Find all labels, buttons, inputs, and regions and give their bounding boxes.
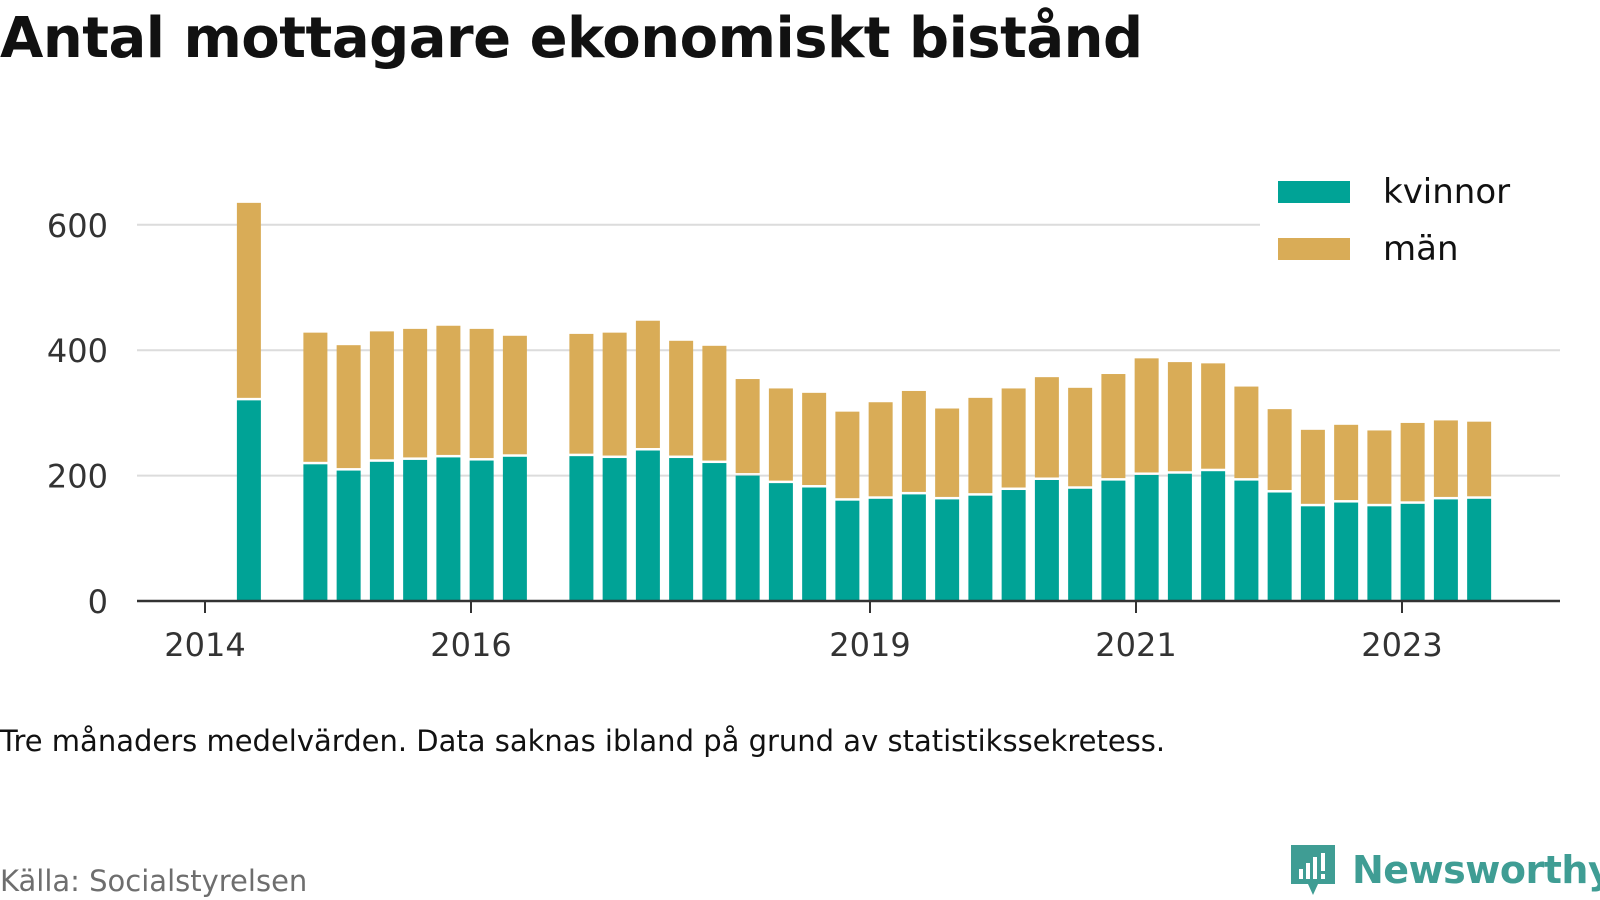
y-tick-label-200: 200 — [47, 458, 108, 496]
bar-man-21 — [1001, 388, 1026, 488]
bar-kvinnor-6 — [469, 460, 494, 601]
bar-man-27 — [1201, 363, 1226, 469]
bar-kvinnor-13 — [735, 475, 760, 601]
bar-kvinnor-3 — [369, 461, 394, 601]
bar-kvinnor-24 — [1101, 480, 1126, 601]
bar-kvinnor-5 — [436, 457, 461, 601]
bar-man-4 — [403, 328, 428, 458]
bar-man-15 — [802, 392, 827, 486]
bar-kvinnor-0 — [236, 400, 261, 601]
bar-man-31 — [1334, 424, 1359, 501]
bar-kvinnor-12 — [702, 463, 727, 601]
bar-kvinnor-28 — [1234, 480, 1259, 601]
bar-man-20 — [968, 397, 993, 494]
x-tick-label-2023: 2023 — [1361, 626, 1442, 664]
chart-note: Tre månaders medelvärden. Data saknas ib… — [0, 724, 1166, 758]
legend-label-man: män — [1383, 229, 1459, 269]
bar-kvinnor-4 — [403, 459, 428, 601]
bar-kvinnor-23 — [1068, 488, 1093, 601]
bar-man-35 — [1467, 421, 1492, 497]
bar-kvinnor-25 — [1134, 474, 1159, 601]
bar-man-33 — [1400, 422, 1425, 502]
bar-kvinnor-15 — [802, 487, 827, 601]
bar-kvinnor-17 — [868, 498, 893, 601]
x-tick-label-2021: 2021 — [1095, 626, 1176, 664]
bar-kvinnor-27 — [1201, 471, 1226, 601]
bar-kvinnor-26 — [1167, 473, 1192, 601]
y-tick-label-600: 600 — [47, 207, 108, 245]
bar-kvinnor-16 — [835, 500, 860, 601]
bar-man-19 — [935, 408, 960, 497]
bar-kvinnor-10 — [635, 450, 660, 601]
bar-man-12 — [702, 345, 727, 461]
x-tick-label-2014: 2014 — [164, 626, 245, 664]
bar-kvinnor-20 — [968, 495, 993, 601]
bar-kvinnor-22 — [1034, 479, 1059, 601]
bar-man-32 — [1367, 430, 1392, 504]
bar-kvinnor-32 — [1367, 506, 1392, 601]
bar-kvinnor-18 — [901, 494, 926, 601]
bar-man-3 — [369, 331, 394, 460]
bar-kvinnor-1 — [303, 464, 328, 601]
bar-man-0 — [236, 202, 261, 398]
y-axis-ticks: 0 200 400 600 — [47, 207, 108, 621]
bar-man-17 — [868, 402, 893, 497]
bar-kvinnor-19 — [935, 499, 960, 601]
bar-man-10 — [635, 320, 660, 449]
bar-man-7 — [502, 335, 527, 455]
bar-man-25 — [1134, 358, 1159, 473]
chart-title: Antal mottagare ekonomiskt bistånd — [0, 6, 1143, 71]
bar-kvinnor-8 — [569, 456, 594, 601]
source-label: Källa: Socialstyrelsen — [0, 864, 308, 898]
bar-man-23 — [1068, 387, 1093, 487]
stacked-bar-chart: 2014 2016 2019 2021 2023 0 200 400 600 kvinnor … — [46, 168, 1560, 664]
bar-man-30 — [1300, 429, 1325, 504]
x-tick-label-2016: 2016 — [430, 626, 511, 664]
bar-kvinnor-29 — [1267, 492, 1292, 601]
bar-man-34 — [1433, 420, 1458, 497]
y-tick-label-400: 400 — [47, 332, 108, 370]
bar-man-9 — [602, 332, 627, 456]
bar-man-11 — [669, 340, 694, 456]
bar-kvinnor-31 — [1334, 502, 1359, 601]
bar-man-29 — [1267, 409, 1292, 491]
bar-man-2 — [336, 345, 361, 469]
legend-label-kvinnor: kvinnor — [1383, 172, 1510, 212]
legend-swatch-man — [1278, 238, 1350, 260]
bar-man-14 — [768, 388, 793, 481]
x-tick-label-2019: 2019 — [829, 626, 910, 664]
bar-kvinnor-11 — [669, 458, 694, 601]
bar-kvinnor-9 — [602, 458, 627, 601]
bar-kvinnor-34 — [1433, 499, 1458, 601]
bar-man-13 — [735, 379, 760, 474]
bars — [236, 202, 1492, 601]
bar-kvinnor-30 — [1300, 506, 1325, 601]
bar-man-1 — [303, 332, 328, 462]
bar-kvinnor-2 — [336, 470, 361, 601]
bar-man-16 — [835, 411, 860, 499]
bar-man-22 — [1034, 377, 1059, 478]
bar-man-24 — [1101, 374, 1126, 479]
bar-man-26 — [1167, 362, 1192, 472]
brand-name: Newsworthy — [1352, 848, 1600, 892]
x-axis-ticks: 2014 2016 2019 2021 2023 — [164, 601, 1443, 664]
bar-kvinnor-21 — [1001, 490, 1026, 601]
bar-man-8 — [569, 333, 594, 454]
bar-man-6 — [469, 328, 494, 459]
legend-swatch-kvinnor — [1278, 181, 1350, 203]
bar-chart-logo-icon — [1291, 845, 1335, 895]
bar-kvinnor-35 — [1467, 498, 1492, 601]
bar-kvinnor-7 — [502, 456, 527, 601]
bar-man-18 — [901, 390, 926, 492]
legend: kvinnor män — [1260, 168, 1560, 280]
bar-kvinnor-33 — [1400, 503, 1425, 601]
bar-man-5 — [436, 325, 461, 455]
bar-kvinnor-14 — [768, 483, 793, 601]
bar-man-28 — [1234, 386, 1259, 479]
y-tick-label-0: 0 — [88, 583, 108, 621]
brand-logo[interactable]: Newsworthy — [1288, 842, 1600, 898]
